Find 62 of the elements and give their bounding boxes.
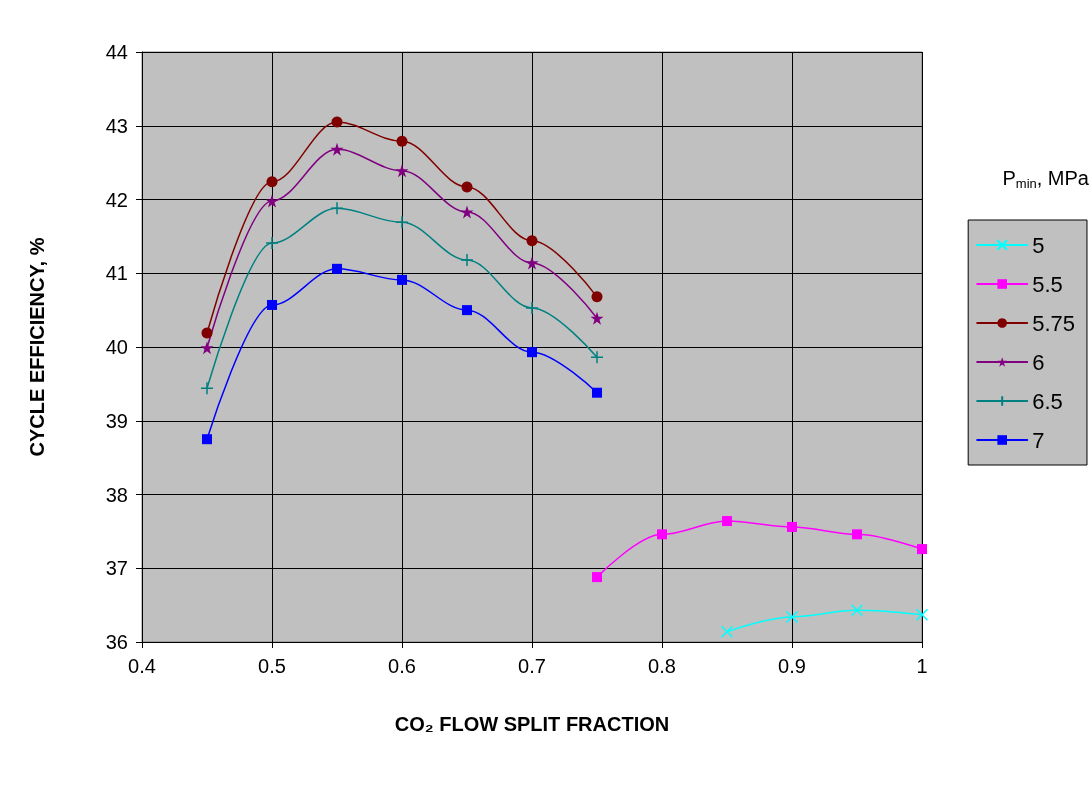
point: [785, 610, 799, 624]
point: [852, 529, 862, 540]
point: [460, 253, 474, 267]
point: [590, 311, 604, 325]
x-tick-label: 0.6: [388, 655, 416, 677]
point: [657, 529, 667, 540]
y-tick-label: 40: [105, 336, 128, 358]
y-tick-label: 41: [105, 262, 128, 285]
y-tick-label: 39: [105, 409, 128, 432]
point: [267, 299, 277, 310]
point: [266, 176, 278, 188]
legend-label: 5: [1032, 232, 1045, 258]
point: [396, 135, 408, 147]
point: [460, 205, 474, 219]
point: [592, 572, 602, 583]
y-tick-label: 42: [105, 188, 128, 211]
point: [915, 608, 929, 621]
point: [202, 434, 212, 445]
point: [397, 274, 407, 285]
point: [787, 521, 797, 532]
point: [265, 194, 279, 208]
point: [332, 263, 342, 274]
point: [330, 142, 344, 156]
x-tick-label: 0.7: [518, 655, 546, 677]
point: [525, 301, 539, 315]
y-tick-label: 36: [105, 631, 128, 653]
point: [201, 327, 213, 339]
x-tick-label: 0.5: [258, 655, 286, 677]
legend-label: 5.5: [1032, 271, 1063, 297]
y-tick-label: 43: [105, 114, 128, 137]
x-tick-label: 0.8: [648, 655, 676, 677]
point: [200, 381, 214, 396]
x-tick-label: 0.4: [128, 655, 156, 677]
y-tick-label: 37: [105, 557, 128, 580]
point: [331, 116, 343, 128]
point: [395, 164, 409, 178]
y-tick-label: 38: [105, 483, 128, 506]
point: [591, 291, 603, 303]
x-tick-label: 0.9: [778, 655, 806, 677]
legend-label: 6.5: [1032, 388, 1063, 414]
point: [330, 201, 344, 216]
point: [525, 256, 539, 270]
point: [265, 236, 279, 250]
legend-label: 7: [1032, 427, 1045, 453]
point: [526, 235, 538, 247]
y-axis-title: CYCLE EFFICIENCY, %: [26, 237, 48, 457]
point: [590, 350, 604, 365]
point: [592, 387, 602, 398]
point: [850, 604, 864, 617]
legend-label: 5.75: [1032, 310, 1076, 336]
x-axis-title: CO₂ FLOW SPLIT FRACTION: [394, 713, 670, 735]
legend-label: 6: [1032, 349, 1045, 375]
point: [527, 347, 537, 358]
point: [200, 341, 214, 355]
point: [461, 181, 473, 193]
y-tick-label: 44: [105, 41, 128, 63]
x-tick-label: 1: [916, 655, 928, 677]
point: [917, 544, 927, 555]
point: [395, 215, 409, 230]
point: [720, 625, 734, 638]
point: [722, 516, 732, 527]
point: [462, 305, 472, 316]
